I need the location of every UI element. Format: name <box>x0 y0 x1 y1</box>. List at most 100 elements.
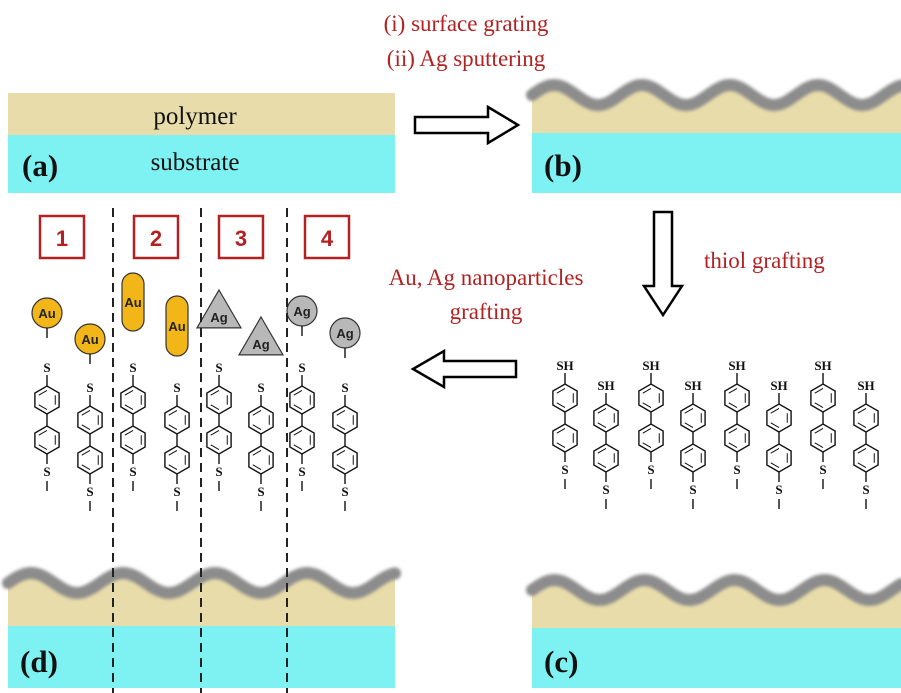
benzene-ring <box>680 443 706 473</box>
benzene-ring <box>724 383 750 413</box>
panel-label-d: (d) <box>20 644 58 679</box>
biphenyl-thiol: SH S <box>680 378 706 509</box>
benzene-ring <box>77 445 103 475</box>
gold-nanosphere: Au <box>31 297 63 338</box>
biphenyl-thiol: SS <box>120 360 146 491</box>
biphenyl-thiol: SS <box>248 380 274 511</box>
benzene-ring <box>332 445 358 475</box>
benzene-ring <box>289 385 315 415</box>
biphenyl-thiol: SS <box>289 360 315 491</box>
sulfur-label: S <box>689 482 696 497</box>
benzene-ring <box>332 405 358 435</box>
sulfur-label: S <box>43 360 50 375</box>
particle-label: Ag <box>252 337 269 352</box>
silver-nanosphere: Ag <box>286 295 318 336</box>
silver-grating-b <box>526 78 901 112</box>
benzene-ring <box>593 403 619 433</box>
particle-label: Ag <box>293 304 310 319</box>
substrate-layer-b <box>532 133 901 193</box>
sulfur-label: S <box>733 462 740 477</box>
panel-label-a: (a) <box>22 148 58 183</box>
sulfur-label: S <box>257 380 264 395</box>
sulfur-label: S <box>215 464 222 479</box>
nanoparticle-label-2: grafting <box>450 299 523 324</box>
biphenyl-thiol: SS <box>164 380 190 511</box>
sulfur-label: S <box>173 380 180 395</box>
benzene-ring <box>593 443 619 473</box>
zone-box-2: 2 <box>132 214 180 260</box>
panel-label-c: (c) <box>544 644 578 679</box>
sulfur-label: S <box>341 484 348 499</box>
zone-box-4: 4 <box>303 214 351 260</box>
sulfur-label: S <box>341 380 348 395</box>
thiol-sh-label: SH <box>597 378 614 393</box>
benzene-ring <box>206 385 232 415</box>
thiol-sh-label: SH <box>684 378 701 393</box>
benzene-ring <box>810 423 836 453</box>
gold-nanorod: Au <box>121 272 145 332</box>
benzene-ring <box>34 425 60 455</box>
benzene-ring <box>552 423 578 453</box>
substrate-label: substrate <box>151 149 240 176</box>
panel-label-b: (b) <box>544 148 582 183</box>
silver-nanosphere: Ag <box>329 317 361 358</box>
benzene-ring <box>289 425 315 455</box>
biphenyl-thiol: SS <box>34 360 60 491</box>
biphenyl-thiol: SH S <box>638 358 664 489</box>
benzene-ring <box>164 405 190 435</box>
arrow-down <box>641 210 685 318</box>
sulfur-label: S <box>129 464 136 479</box>
benzene-ring <box>680 403 706 433</box>
step2-label: (ii) Ag sputtering <box>387 46 546 71</box>
thiol-monolayer-c: SH S SH S SH S SH S SH S SH S SH S SH S <box>552 358 879 509</box>
benzene-ring <box>766 403 792 433</box>
thiol-sh-label: SH <box>770 378 787 393</box>
sulfur-label: S <box>173 484 180 499</box>
biphenyl-thiol: SS <box>332 380 358 511</box>
benzene-ring <box>853 443 879 473</box>
particle-label: Au <box>168 319 185 334</box>
silver-nanoprism: Ag <box>237 315 285 356</box>
sulfur-label: S <box>86 484 93 499</box>
zone-box-1: 1 <box>38 214 86 260</box>
substrate-layer-c <box>532 628 901 688</box>
panel-b: (b) <box>526 78 901 193</box>
sulfur-label: S <box>775 482 782 497</box>
biphenyl-thiol: SH S <box>724 358 750 489</box>
thiol-sh-label: SH <box>814 358 831 373</box>
sulfur-label: S <box>647 462 654 477</box>
benzene-ring <box>34 385 60 415</box>
biphenyl-thiol: SH S <box>766 378 792 509</box>
polymer-layer-a <box>8 93 395 135</box>
biphenyl-thiol: SS <box>206 360 232 491</box>
benzene-ring <box>638 423 664 453</box>
thiol-sh-label: SH <box>857 378 874 393</box>
particle-label: Ag <box>336 326 353 341</box>
sulfur-label: S <box>257 484 264 499</box>
particle-label: Au <box>124 295 141 310</box>
zone-number-3: 3 <box>235 226 247 251</box>
particle-label: Au <box>38 306 55 321</box>
sulfur-label: S <box>86 380 93 395</box>
zone-number-1: 1 <box>56 226 68 251</box>
sulfur-label: S <box>862 482 869 497</box>
benzene-ring <box>77 405 103 435</box>
thiol-sh-label: SH <box>642 358 659 373</box>
polymer-label: polymer <box>153 103 237 130</box>
sulfur-label: S <box>215 360 222 375</box>
benzene-ring <box>810 383 836 413</box>
benzene-ring <box>248 405 274 435</box>
zone-number-2: 2 <box>150 226 162 251</box>
arrow-right <box>413 104 521 146</box>
benzene-ring <box>120 385 146 415</box>
gold-nanorod: Au <box>165 295 189 357</box>
benzene-ring <box>638 383 664 413</box>
benzene-ring <box>853 403 879 433</box>
zone-number-4: 4 <box>321 226 334 251</box>
arrow-left <box>410 348 518 390</box>
benzene-ring <box>206 425 232 455</box>
benzene-ring <box>248 445 274 475</box>
nanoparticles-d: Au Au Au Au Ag Ag Ag Ag <box>31 272 361 364</box>
